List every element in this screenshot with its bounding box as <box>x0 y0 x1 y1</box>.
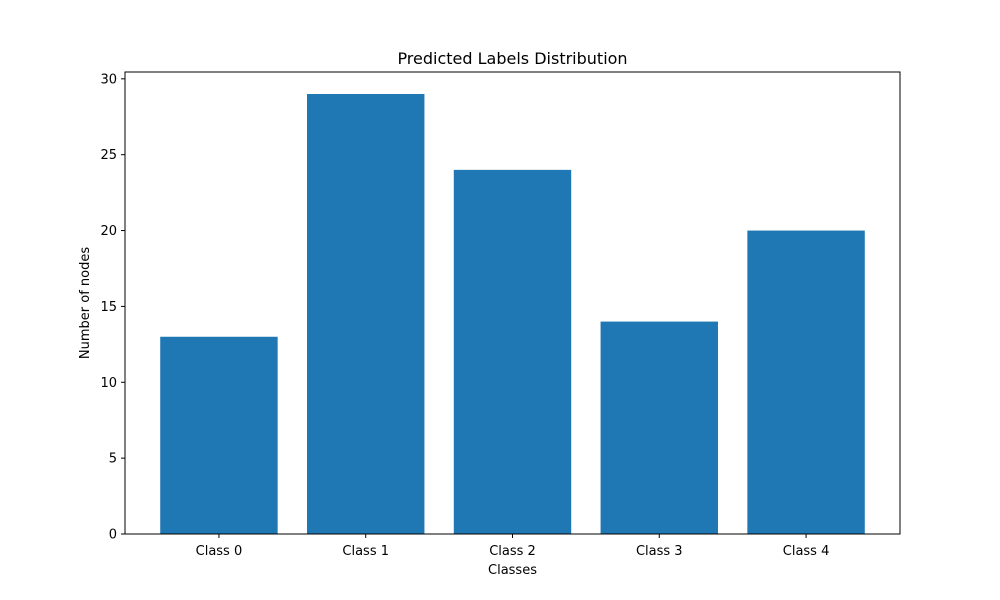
bar-class-4 <box>747 230 865 534</box>
y-tick-label: 30 <box>100 72 117 87</box>
y-tick-label: 0 <box>109 528 117 543</box>
y-tick-label: 25 <box>100 148 117 163</box>
y-axis-ticks: 0 5 10 15 20 25 30 <box>100 72 125 543</box>
x-tick-label: Class 3 <box>636 544 683 559</box>
y-axis-label: Number of nodes <box>78 247 93 359</box>
bar-class-0 <box>160 336 278 534</box>
x-tick-label: Class 1 <box>342 544 389 559</box>
x-axis-label: Classes <box>488 563 537 578</box>
bar-class-1 <box>307 94 425 534</box>
y-tick-label: 10 <box>100 376 117 391</box>
y-tick-label: 15 <box>100 300 117 315</box>
y-tick-label: 20 <box>100 224 117 239</box>
x-tick-label: Class 0 <box>196 544 243 559</box>
x-tick-label: Class 2 <box>489 544 536 559</box>
x-tick-label: Class 4 <box>783 544 830 559</box>
bars-group <box>160 94 865 535</box>
chart-title: Predicted Labels Distribution <box>397 49 627 68</box>
bar-class-3 <box>600 321 718 534</box>
y-tick-label: 5 <box>109 452 117 467</box>
x-axis-ticks: Class 0 Class 1 Class 2 Class 3 Class 4 <box>196 534 830 559</box>
bar-class-2 <box>453 169 572 535</box>
